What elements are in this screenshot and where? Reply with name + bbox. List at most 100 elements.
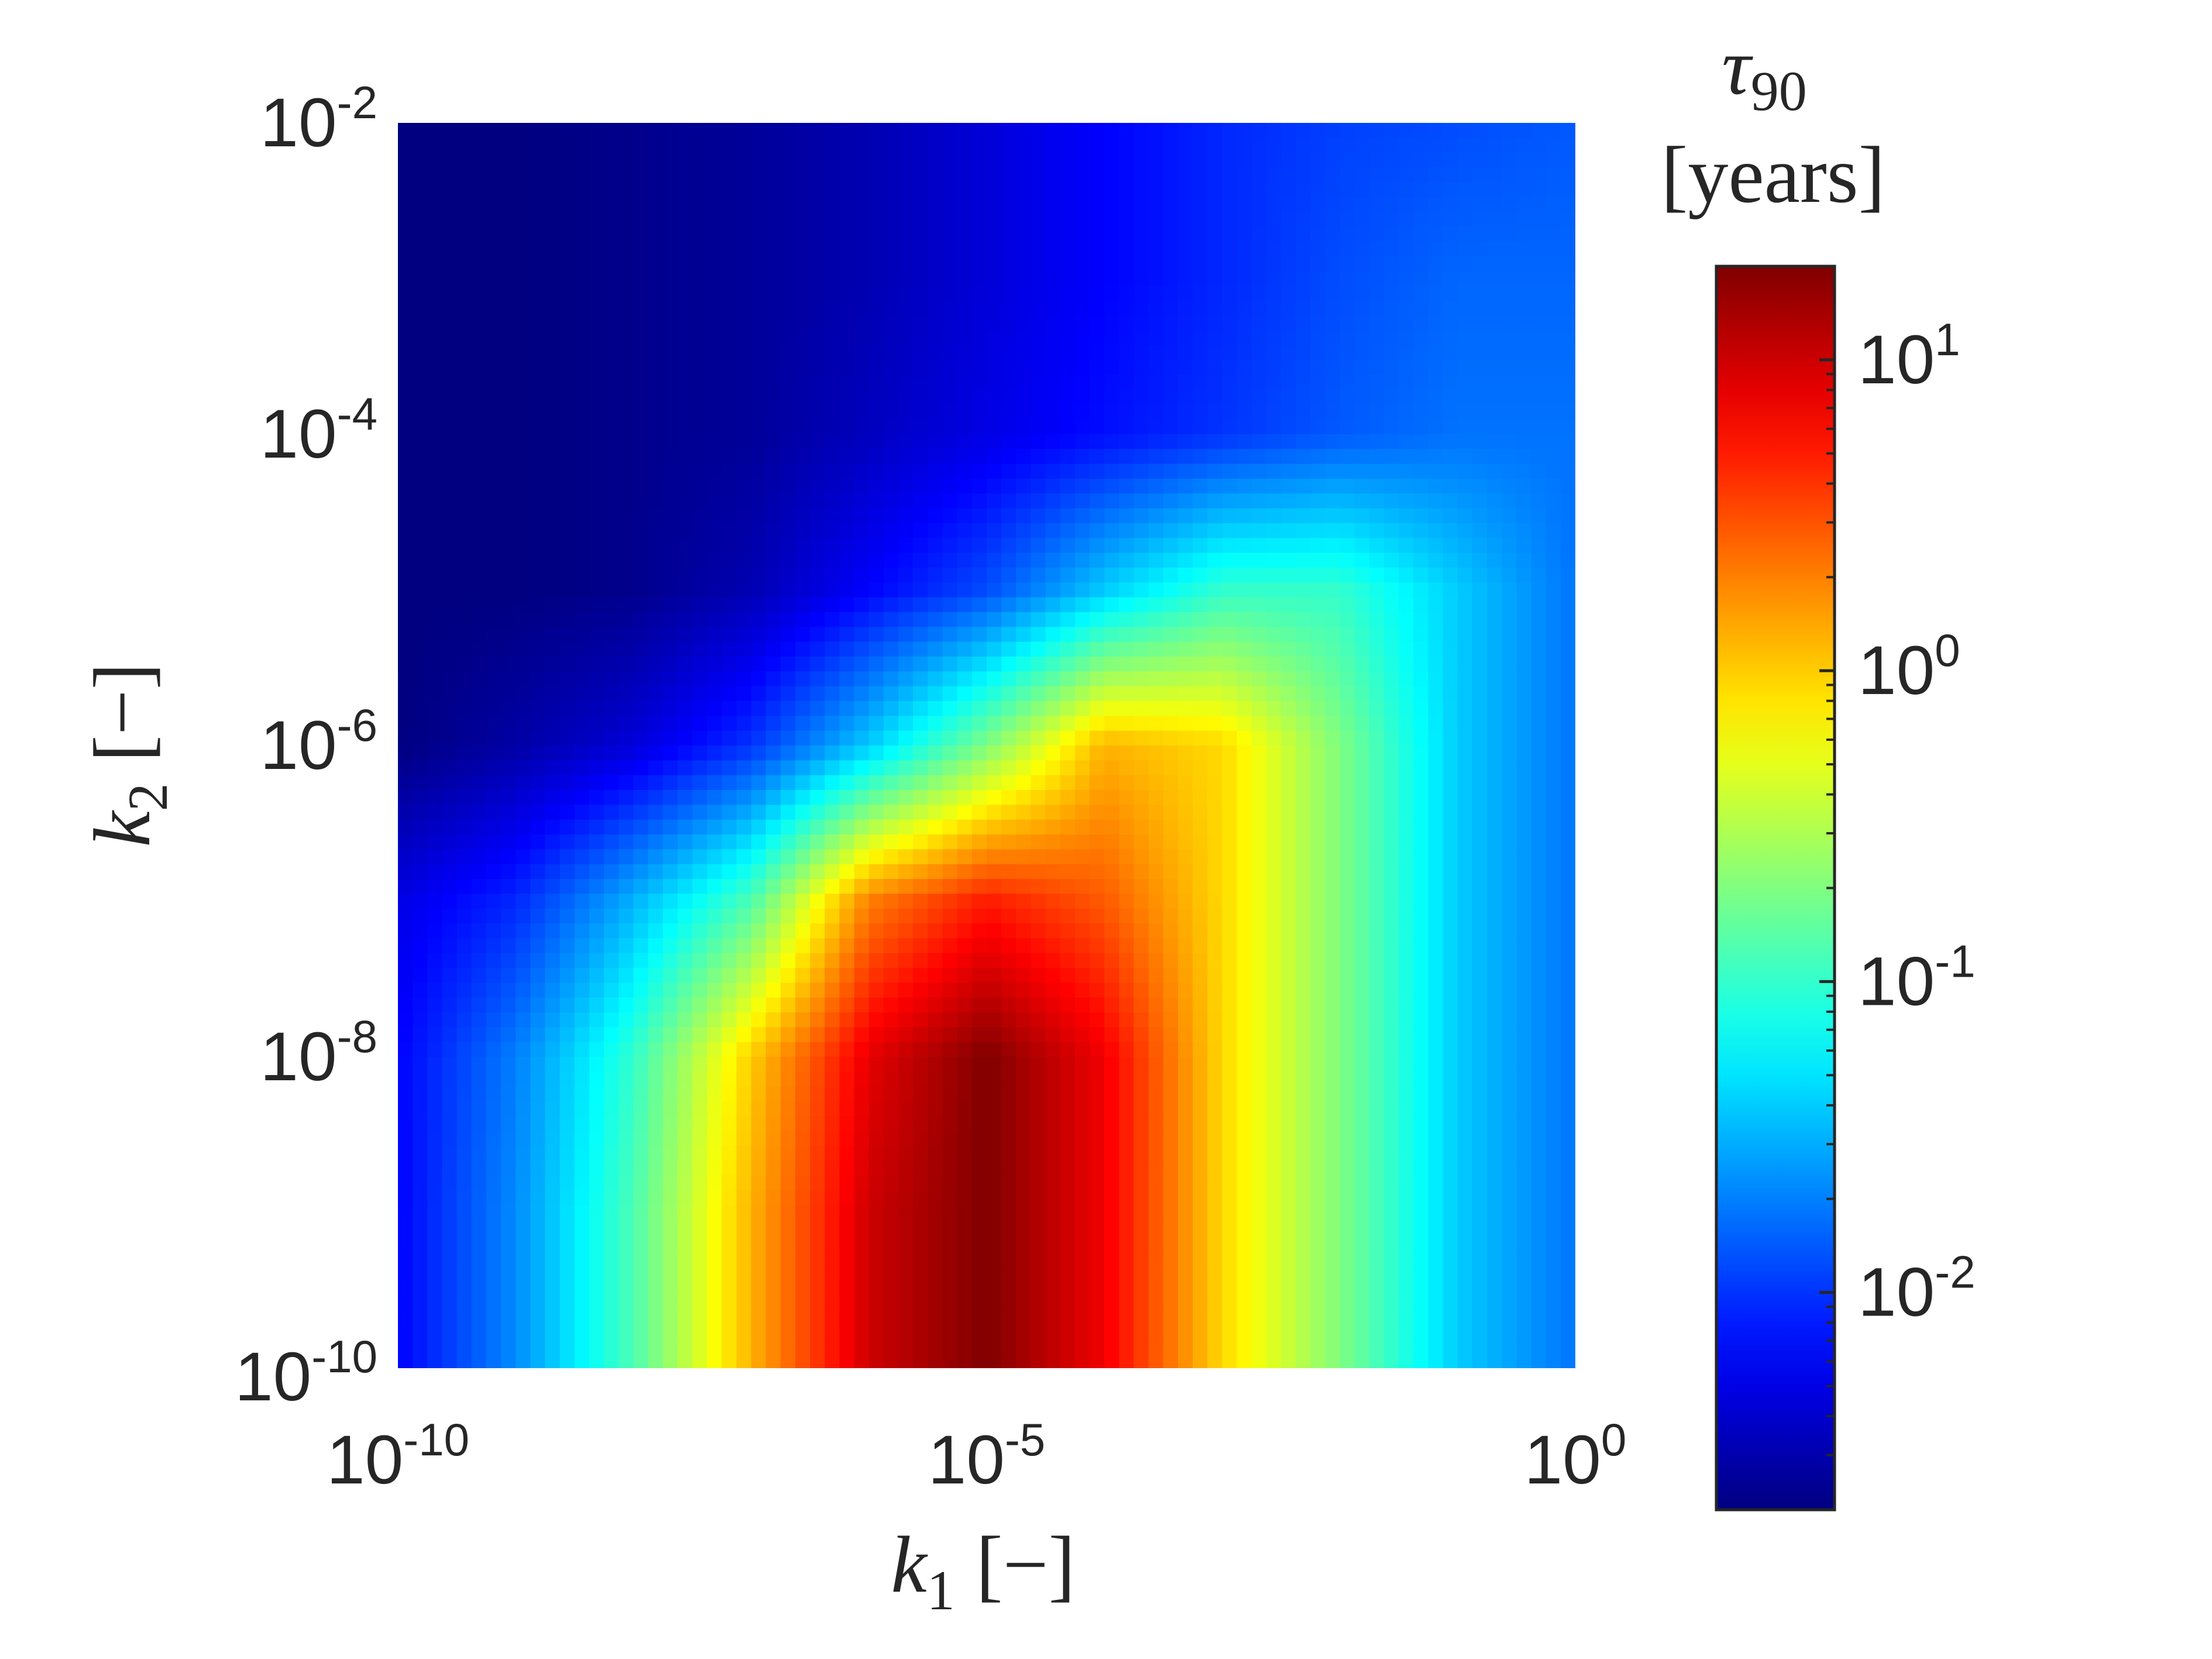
heatmap-cell	[456, 805, 472, 820]
heatmap-cell	[1472, 375, 1488, 390]
heatmap-cell	[604, 582, 620, 598]
heatmap-cell	[839, 301, 855, 317]
heatmap-cell	[707, 449, 723, 465]
heatmap-cell	[1134, 983, 1149, 998]
heatmap-cell	[913, 716, 929, 731]
heatmap-cell	[604, 730, 620, 746]
heatmap-cell	[1472, 641, 1488, 657]
heatmap-cell	[913, 568, 929, 583]
heatmap-cell	[1310, 879, 1326, 895]
heatmap-cell	[810, 997, 826, 1013]
heatmap-cell	[442, 983, 458, 998]
heatmap-cell	[1545, 419, 1561, 435]
heatmap-cell	[471, 182, 487, 198]
heatmap-cell	[442, 552, 458, 568]
heatmap-cell	[1119, 226, 1135, 242]
heatmap-cell	[1281, 197, 1296, 212]
heatmap-cell	[1281, 241, 1296, 257]
heatmap-cell	[1339, 167, 1355, 183]
heatmap-cell	[1207, 197, 1223, 212]
heatmap-cell	[1545, 1027, 1561, 1043]
heatmap-cell	[987, 612, 1002, 628]
heatmap-cell	[619, 819, 634, 835]
heatmap-cell	[1472, 968, 1488, 984]
heatmap-cell	[677, 597, 693, 613]
heatmap-cell	[1384, 908, 1399, 924]
heatmap-cell	[1545, 701, 1561, 717]
heatmap-cell	[545, 286, 561, 301]
heatmap-cell	[501, 568, 516, 583]
heatmap-cell	[854, 138, 870, 153]
heatmap-cell	[1310, 582, 1326, 598]
heatmap-cell	[1207, 657, 1223, 672]
heatmap-cell	[1502, 197, 1517, 212]
heatmap-cell	[868, 152, 884, 168]
heatmap-cell	[1193, 552, 1208, 568]
heatmap-cell	[854, 671, 870, 687]
heatmap-cell	[398, 212, 413, 228]
heatmap-cell	[825, 271, 840, 287]
heatmap-cell	[1502, 983, 1517, 998]
heatmap-cell	[1045, 938, 1061, 954]
heatmap-cell	[471, 983, 487, 998]
heatmap-cell	[574, 597, 590, 613]
heatmap-cell	[1281, 582, 1296, 598]
heatmap-cell	[780, 657, 796, 672]
heatmap-cell	[1516, 775, 1532, 791]
heatmap-cell	[913, 671, 929, 687]
heatmap-cell	[1060, 983, 1076, 998]
heatmap-cell	[1148, 182, 1164, 198]
heatmap-cell	[1310, 390, 1326, 406]
heatmap-cell	[825, 612, 840, 628]
heatmap-cell	[1369, 286, 1385, 301]
heatmap-cell	[1413, 834, 1429, 850]
heatmap-cell	[559, 938, 575, 954]
heatmap-cell	[1207, 330, 1223, 346]
heatmap-cell	[883, 819, 899, 835]
heatmap-cell	[1472, 864, 1488, 880]
heatmap-cell	[1560, 968, 1575, 984]
heatmap-cell	[1369, 612, 1385, 628]
heatmap-cell	[1560, 226, 1575, 242]
heatmap-cell	[633, 375, 649, 390]
heatmap-cell	[854, 597, 870, 613]
heatmap-cell	[574, 805, 590, 820]
heatmap-cell	[1442, 657, 1458, 672]
heatmap-cell	[1310, 434, 1326, 450]
heatmap-cell	[1560, 1027, 1575, 1043]
heatmap-cell	[427, 805, 443, 820]
heatmap-cell	[1163, 819, 1179, 835]
heatmap-cell	[1487, 582, 1503, 598]
heatmap-cell	[1119, 479, 1135, 494]
heatmap-cell	[1384, 582, 1399, 598]
heatmap-cell	[456, 375, 472, 390]
heatmap-cell	[810, 701, 826, 717]
heatmap-cell	[1266, 449, 1282, 465]
heatmap-cell	[471, 330, 487, 346]
heatmap-cell	[1134, 612, 1149, 628]
heatmap-cell	[1104, 434, 1120, 450]
heatmap-cell	[1177, 360, 1193, 376]
heatmap-cell	[1369, 1012, 1385, 1028]
heatmap-cell	[736, 375, 752, 390]
heatmap-cell	[530, 864, 546, 880]
heatmap-cell	[456, 404, 472, 420]
heatmap-cell	[1001, 775, 1017, 791]
heatmap-cell	[545, 908, 561, 924]
heatmap-cell	[1177, 212, 1193, 228]
heatmap-cell	[1060, 686, 1076, 702]
heatmap-cell	[780, 479, 796, 494]
heatmap-cell	[1251, 152, 1267, 168]
heatmap-cell	[1119, 552, 1135, 568]
heatmap-cell	[662, 182, 678, 198]
heatmap-cell	[398, 641, 413, 657]
heatmap-cell	[1074, 671, 1090, 687]
heatmap-cell	[957, 983, 973, 998]
heatmap-cell	[736, 805, 752, 820]
heatmap-cell	[1384, 790, 1399, 806]
heatmap-cell	[1457, 1012, 1473, 1028]
heatmap-cell	[1045, 790, 1061, 806]
heatmap-cell	[1193, 523, 1208, 539]
heatmap-cell	[604, 330, 620, 346]
heatmap-cell	[1236, 434, 1252, 450]
